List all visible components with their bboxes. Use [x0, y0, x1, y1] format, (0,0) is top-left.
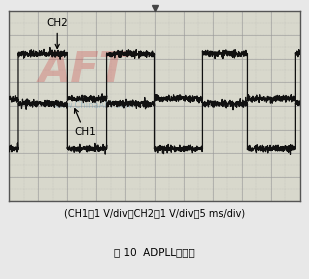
Text: 图 10  ADPLL试波形: 图 10 ADPLL试波形	[114, 247, 195, 257]
Text: CH1: CH1	[74, 109, 96, 137]
Text: CH2: CH2	[46, 18, 68, 49]
Text: www.ChinaAFT.com: www.ChinaAFT.com	[53, 101, 134, 110]
Text: (CH1：1 V/div，CH2：1 V/div，5 ms/div): (CH1：1 V/div，CH2：1 V/div，5 ms/div)	[64, 208, 245, 218]
Text: AFT: AFT	[38, 49, 127, 91]
